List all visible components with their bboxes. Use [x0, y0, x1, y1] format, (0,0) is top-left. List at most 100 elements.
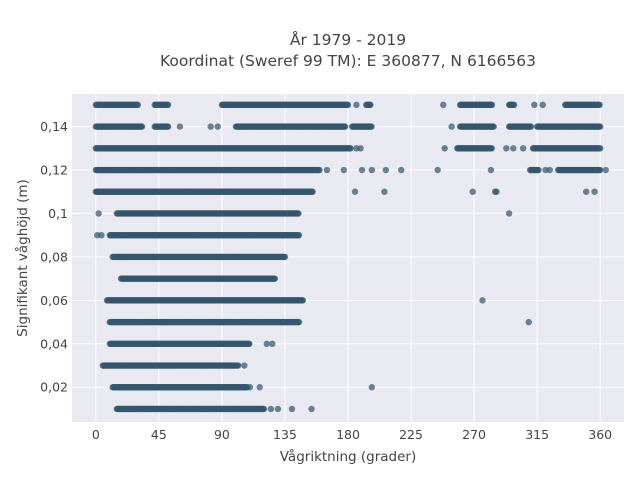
- y-tick-label: 0,12: [40, 163, 68, 178]
- data-point: [434, 166, 441, 174]
- data-point: [398, 166, 405, 174]
- data-points: [92, 101, 609, 413]
- data-point: [519, 145, 527, 152]
- data-point: [510, 145, 517, 152]
- data-point: [510, 101, 518, 109]
- data-point: [295, 210, 302, 217]
- data-point: [281, 253, 289, 261]
- data-point: [342, 123, 349, 130]
- x-tick-label: 45: [151, 427, 167, 442]
- data-point: [225, 101, 233, 109]
- data-point: [440, 101, 447, 109]
- data-point: [344, 101, 352, 109]
- data-point: [353, 101, 360, 109]
- data-point: [316, 166, 323, 174]
- x-tick-label: 315: [525, 427, 549, 442]
- data-point: [340, 166, 347, 174]
- data-point: [368, 123, 375, 130]
- data-point: [441, 145, 448, 152]
- data-point: [256, 384, 263, 391]
- x-tick-label: 270: [462, 427, 486, 442]
- data-point: [295, 231, 303, 239]
- data-point: [531, 101, 538, 109]
- data-point: [381, 188, 388, 195]
- data-point: [269, 340, 276, 347]
- data-point: [582, 188, 590, 195]
- data-point: [347, 145, 354, 152]
- data-point: [138, 123, 146, 130]
- data-point: [246, 340, 253, 347]
- data-point: [525, 318, 532, 326]
- data-point: [382, 166, 390, 174]
- x-tick-label: 90: [214, 427, 230, 442]
- data-point: [487, 166, 495, 174]
- data-point: [469, 188, 476, 195]
- data-point: [358, 166, 366, 174]
- data-point: [295, 318, 303, 326]
- data-point: [596, 166, 604, 174]
- data-point: [134, 101, 142, 109]
- y-axis-ticks: 0,02 0,04 0,06 0,08 0,1 0,12 0,14: [40, 119, 68, 395]
- data-point: [299, 297, 307, 304]
- y-tick-label: 0,08: [40, 249, 68, 264]
- data-point: [207, 123, 214, 130]
- y-tick-label: 0,04: [40, 336, 68, 351]
- data-point: [274, 405, 282, 413]
- y-axis-title: Signifikant våghöjd (m): [14, 179, 31, 337]
- data-point: [535, 166, 542, 174]
- data-point: [234, 362, 242, 369]
- data-point: [164, 123, 172, 130]
- data-point: [368, 166, 376, 174]
- y-tick-label: 0,06: [40, 293, 68, 308]
- data-point: [546, 166, 553, 174]
- data-point: [323, 166, 331, 174]
- data-point: [367, 101, 374, 109]
- data-point: [546, 145, 553, 152]
- data-point: [271, 275, 279, 282]
- y-tick-label: 0,14: [40, 119, 68, 134]
- data-point: [602, 166, 609, 174]
- data-point: [309, 188, 316, 195]
- data-point: [246, 384, 254, 391]
- data-point: [503, 145, 510, 152]
- data-point: [164, 101, 172, 109]
- data-point: [260, 405, 268, 413]
- x-tick-label: 0: [92, 427, 100, 442]
- data-point: [505, 210, 513, 217]
- data-point: [368, 384, 376, 391]
- data-point: [488, 145, 495, 152]
- data-point: [176, 123, 184, 130]
- data-point: [527, 123, 535, 130]
- data-point: [98, 231, 105, 239]
- data-point: [596, 101, 603, 109]
- data-point: [263, 340, 270, 347]
- data-point: [448, 123, 455, 130]
- data-point: [591, 188, 598, 195]
- data-point: [241, 362, 248, 369]
- data-point: [539, 101, 546, 109]
- data-point: [490, 123, 497, 130]
- data-point: [488, 101, 496, 109]
- data-point: [288, 405, 296, 413]
- data-point: [493, 188, 500, 195]
- data-point: [159, 318, 167, 326]
- data-point: [596, 123, 604, 130]
- data-point: [351, 188, 359, 195]
- data-point: [357, 145, 364, 152]
- data-point: [308, 405, 315, 413]
- y-tick-label: 0,1: [48, 206, 68, 221]
- x-tick-label: 225: [399, 427, 423, 442]
- data-point: [95, 210, 102, 217]
- data-point: [479, 297, 486, 304]
- x-tick-label: 180: [336, 427, 360, 442]
- chart-title-line1: År 1979 - 2019: [290, 30, 406, 49]
- y-tick-label: 0,02: [40, 380, 68, 395]
- x-axis-title: Vågriktning (grader): [280, 448, 417, 465]
- data-point: [267, 405, 275, 413]
- x-axis-ticks: 0 45 90 135 180 225 270 315 360: [92, 427, 612, 442]
- chart-title-line2: Koordinat (Sweref 99 TM): E 360877, N 61…: [160, 52, 536, 70]
- data-point: [596, 145, 604, 152]
- x-tick-label: 360: [588, 427, 612, 442]
